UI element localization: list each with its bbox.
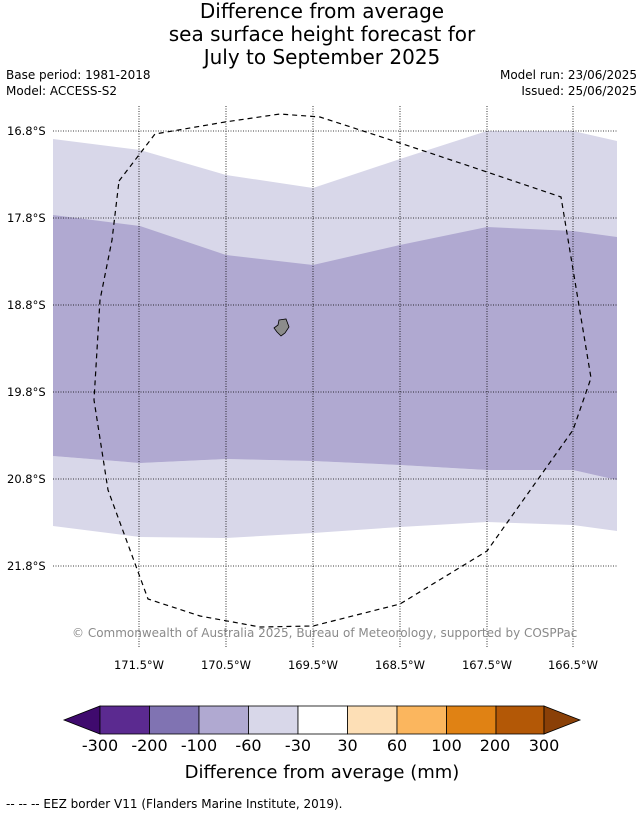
model-name: Model: ACCESS-S2 — [6, 84, 118, 98]
colorbar-tick: -60 — [235, 736, 262, 755]
eez-legend: -- -- -- EEZ border V11 (Flanders Marine… — [6, 797, 343, 811]
lat-label: 21.8°S — [7, 559, 46, 573]
colorbar-label: Difference from average (mm) — [184, 762, 460, 783]
colorbar-tick: 300 — [528, 736, 560, 755]
map-title: Difference from average sea surface heig… — [0, 0, 644, 69]
colorbar-segment — [297, 705, 348, 735]
colorbar-segment — [149, 705, 200, 735]
colorbar-extend-high — [543, 705, 582, 735]
lon-label: 166.5°W — [547, 658, 599, 672]
colorbar-segment — [396, 705, 447, 735]
lat-label: 17.8°S — [7, 211, 46, 225]
lon-label: 171.5°W — [113, 658, 165, 672]
colorbar-tick: 30 — [337, 736, 358, 755]
sea-height-band-medium — [53, 215, 617, 480]
sea-height-band-light-south — [53, 456, 617, 538]
meta-left: Base period: 1981-2018 Model: ACCESS-S2 — [6, 67, 151, 99]
lon-label: 167.5°W — [461, 658, 513, 672]
colorbar-segment — [198, 705, 249, 735]
title-line-1: Difference from average — [199, 0, 445, 23]
lon-label: 169.5°W — [287, 658, 339, 672]
colorbar-segment — [248, 705, 299, 735]
lat-label: 19.8°S — [7, 385, 46, 399]
lat-label: 18.8°S — [7, 298, 46, 312]
island-shape — [273, 318, 290, 337]
colorbar-tick: 60 — [386, 736, 408, 755]
colorbar-segment — [446, 705, 497, 735]
eez-border — [93, 113, 592, 628]
issued-date: Issued: 25/06/2025 — [521, 84, 637, 98]
colorbar-segment — [495, 705, 545, 735]
colorbar-tick: 200 — [479, 736, 511, 755]
colorbar-tick: -300 — [81, 736, 119, 755]
colorbar-extend-low — [62, 705, 101, 735]
lat-label: 16.8°S — [7, 124, 46, 138]
colorbar-tick: -100 — [180, 736, 218, 755]
model-run: Model run: 23/06/2025 — [499, 68, 637, 82]
colorbar-tick: -30 — [284, 736, 312, 755]
copyright-notice: © Commonwealth of Australia 2025, Bureau… — [72, 626, 578, 640]
graticule — [53, 106, 617, 648]
colorbar-segment — [99, 705, 150, 735]
title-line-3: July to September 2025 — [203, 45, 441, 69]
base-period: Base period: 1981-2018 — [6, 68, 151, 82]
lat-label: 20.8°S — [7, 472, 46, 486]
colorbar-segment — [347, 705, 398, 735]
meta-right: Model run: 23/06/2025 Issued: 25/06/2025 — [500, 67, 637, 99]
colorbar — [62, 705, 582, 735]
lon-label: 168.5°W — [374, 658, 426, 672]
colorbar-tick: 100 — [431, 736, 462, 755]
colorbar-tick: -200 — [131, 736, 168, 755]
lon-label: 170.5°W — [200, 658, 252, 672]
title-line-2: sea surface height forecast for — [168, 22, 476, 46]
